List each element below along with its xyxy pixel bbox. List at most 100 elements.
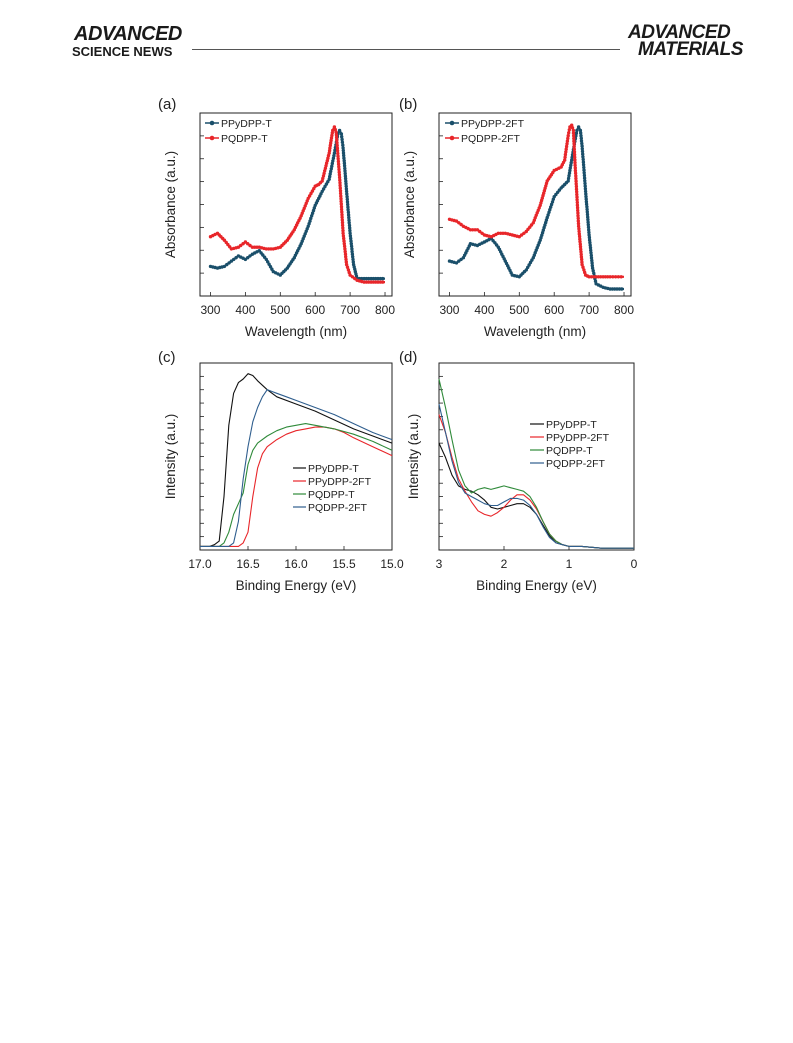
- data-point: [572, 134, 576, 138]
- data-point: [576, 214, 580, 218]
- data-point: [578, 239, 582, 244]
- data-point: [351, 255, 355, 259]
- x-tick-label: 15.0: [380, 557, 404, 571]
- data-point: [309, 216, 313, 221]
- data-point: [580, 147, 584, 151]
- data-point: [551, 197, 555, 201]
- data-point: [344, 189, 349, 194]
- data-point: [334, 130, 338, 134]
- data-point: [575, 203, 580, 207]
- legend-label: PPyDPP-T: [546, 419, 597, 431]
- data-point: [328, 172, 332, 176]
- data-point: [351, 260, 355, 264]
- data-point: [585, 210, 589, 214]
- data-point: [575, 206, 580, 210]
- data-point: [585, 207, 589, 212]
- legend-label: PQDPP-2FT: [308, 502, 368, 514]
- data-point: [591, 269, 595, 273]
- data-point: [307, 194, 312, 198]
- y-axis-label: Absorbance (a.u.): [402, 151, 417, 258]
- data-point: [582, 165, 586, 170]
- panel-label: (b): [399, 96, 417, 113]
- data-point: [346, 202, 350, 207]
- data-point: [570, 123, 574, 127]
- data-point: [340, 218, 344, 222]
- data-point: [344, 182, 348, 186]
- data-point: [248, 243, 252, 248]
- data-point: [347, 221, 351, 225]
- data-point: [381, 276, 385, 281]
- data-point: [522, 231, 526, 235]
- x-tick-label: 500: [509, 303, 529, 317]
- data-point: [347, 270, 351, 275]
- data-point: [339, 199, 343, 204]
- data-point: [546, 213, 550, 217]
- legend-label: PPyDPP-2FT: [308, 476, 372, 488]
- series-line: [200, 426, 393, 547]
- data-point: [328, 174, 332, 179]
- data-point: [589, 253, 593, 258]
- data-point: [346, 268, 351, 272]
- data-point: [342, 153, 346, 158]
- data-point: [568, 168, 572, 173]
- data-point: [344, 179, 348, 183]
- data-point: [347, 215, 351, 220]
- data-point: [524, 268, 528, 272]
- data-point: [587, 235, 592, 240]
- data-point: [563, 158, 567, 162]
- data-point: [350, 275, 355, 279]
- x-tick-label: 700: [579, 303, 599, 317]
- data-point: [570, 126, 575, 130]
- data-point: [576, 125, 581, 129]
- data-point: [341, 226, 345, 230]
- data-point: [307, 222, 311, 226]
- data-point: [576, 216, 580, 220]
- data-point: [586, 215, 590, 219]
- series-line: [200, 373, 393, 547]
- data-point: [343, 249, 347, 254]
- data-point: [567, 128, 571, 132]
- x-tick-label: 1: [566, 557, 573, 571]
- data-point: [577, 227, 581, 231]
- data-point: [576, 221, 581, 226]
- data-point: [576, 208, 580, 213]
- data-point: [588, 243, 592, 247]
- data-point: [266, 260, 270, 264]
- data-point: [585, 205, 589, 209]
- data-point: [572, 144, 576, 149]
- data-point: [320, 179, 324, 183]
- data-point: [342, 156, 346, 160]
- panel-label: (c): [158, 349, 176, 366]
- data-point: [342, 236, 346, 241]
- data-point: [337, 128, 342, 133]
- data-point: [343, 171, 347, 176]
- data-point: [341, 143, 345, 147]
- data-point: [588, 246, 593, 250]
- x-tick-label: 16.0: [284, 557, 308, 571]
- panel-label: (a): [158, 96, 176, 113]
- data-point: [571, 128, 576, 133]
- data-point: [581, 163, 586, 167]
- data-point: [329, 141, 333, 145]
- data-point: [342, 239, 346, 243]
- legend-label: PQDPP-T: [308, 489, 355, 501]
- data-point: [306, 224, 310, 228]
- data-point: [565, 139, 570, 143]
- data-point: [334, 135, 339, 140]
- data-point: [611, 275, 615, 279]
- data-point: [496, 231, 500, 235]
- data-point: [575, 190, 579, 194]
- data-point: [338, 181, 342, 185]
- data-point: [579, 250, 583, 254]
- data-point: [335, 138, 339, 142]
- data-point: [310, 214, 314, 218]
- legend-label: PPyDPP-T: [308, 463, 359, 475]
- data-point: [239, 243, 243, 248]
- data-point: [572, 139, 576, 143]
- plot-frame: [438, 362, 635, 551]
- data-point: [575, 195, 579, 199]
- data-point: [573, 171, 578, 175]
- data-point: [312, 206, 316, 210]
- data-point: [575, 200, 579, 205]
- data-point: [331, 159, 335, 163]
